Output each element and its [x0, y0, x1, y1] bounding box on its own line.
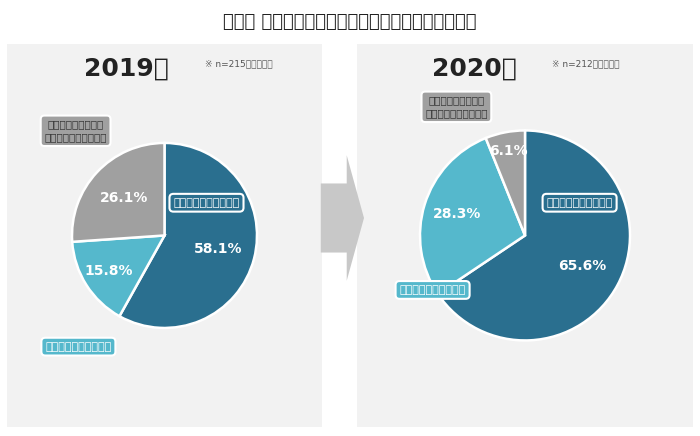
Text: 58.1%: 58.1% — [194, 242, 242, 256]
Text: 26.1%: 26.1% — [99, 191, 148, 204]
Wedge shape — [486, 130, 525, 235]
Text: 2019年: 2019年 — [84, 57, 169, 81]
Wedge shape — [72, 143, 164, 242]
Text: 【図】 個人情報保護の規制強化に対する関心の有無: 【図】 個人情報保護の規制強化に対する関心の有無 — [223, 13, 477, 31]
Wedge shape — [72, 235, 164, 316]
Text: このテーマについて
知らない・関心が無い: このテーマについて 知らない・関心が無い — [425, 95, 488, 119]
Text: 28.3%: 28.3% — [433, 208, 481, 221]
Text: 少し関心を持っている: 少し関心を持っている — [46, 342, 111, 351]
Wedge shape — [120, 143, 257, 328]
Text: 少し関心を持っている: 少し関心を持っている — [400, 285, 466, 295]
Text: このテーマについて
知らない・関心が無い: このテーマについて 知らない・関心が無い — [44, 119, 107, 143]
Text: 強く関心を持っている: 強く関心を持っている — [547, 198, 612, 208]
Text: 15.8%: 15.8% — [84, 264, 132, 278]
Text: 強く関心を持っている: 強く関心を持っている — [174, 198, 239, 208]
Text: 2020年: 2020年 — [432, 57, 517, 81]
Text: 65.6%: 65.6% — [559, 259, 607, 273]
Wedge shape — [420, 138, 525, 294]
Wedge shape — [438, 130, 630, 341]
Text: ※ n=215／単一回答: ※ n=215／単一回答 — [206, 59, 273, 68]
Text: 6.1%: 6.1% — [489, 144, 528, 158]
Text: ※ n=212／単一回答: ※ n=212／単一回答 — [552, 59, 620, 68]
Polygon shape — [321, 155, 364, 281]
